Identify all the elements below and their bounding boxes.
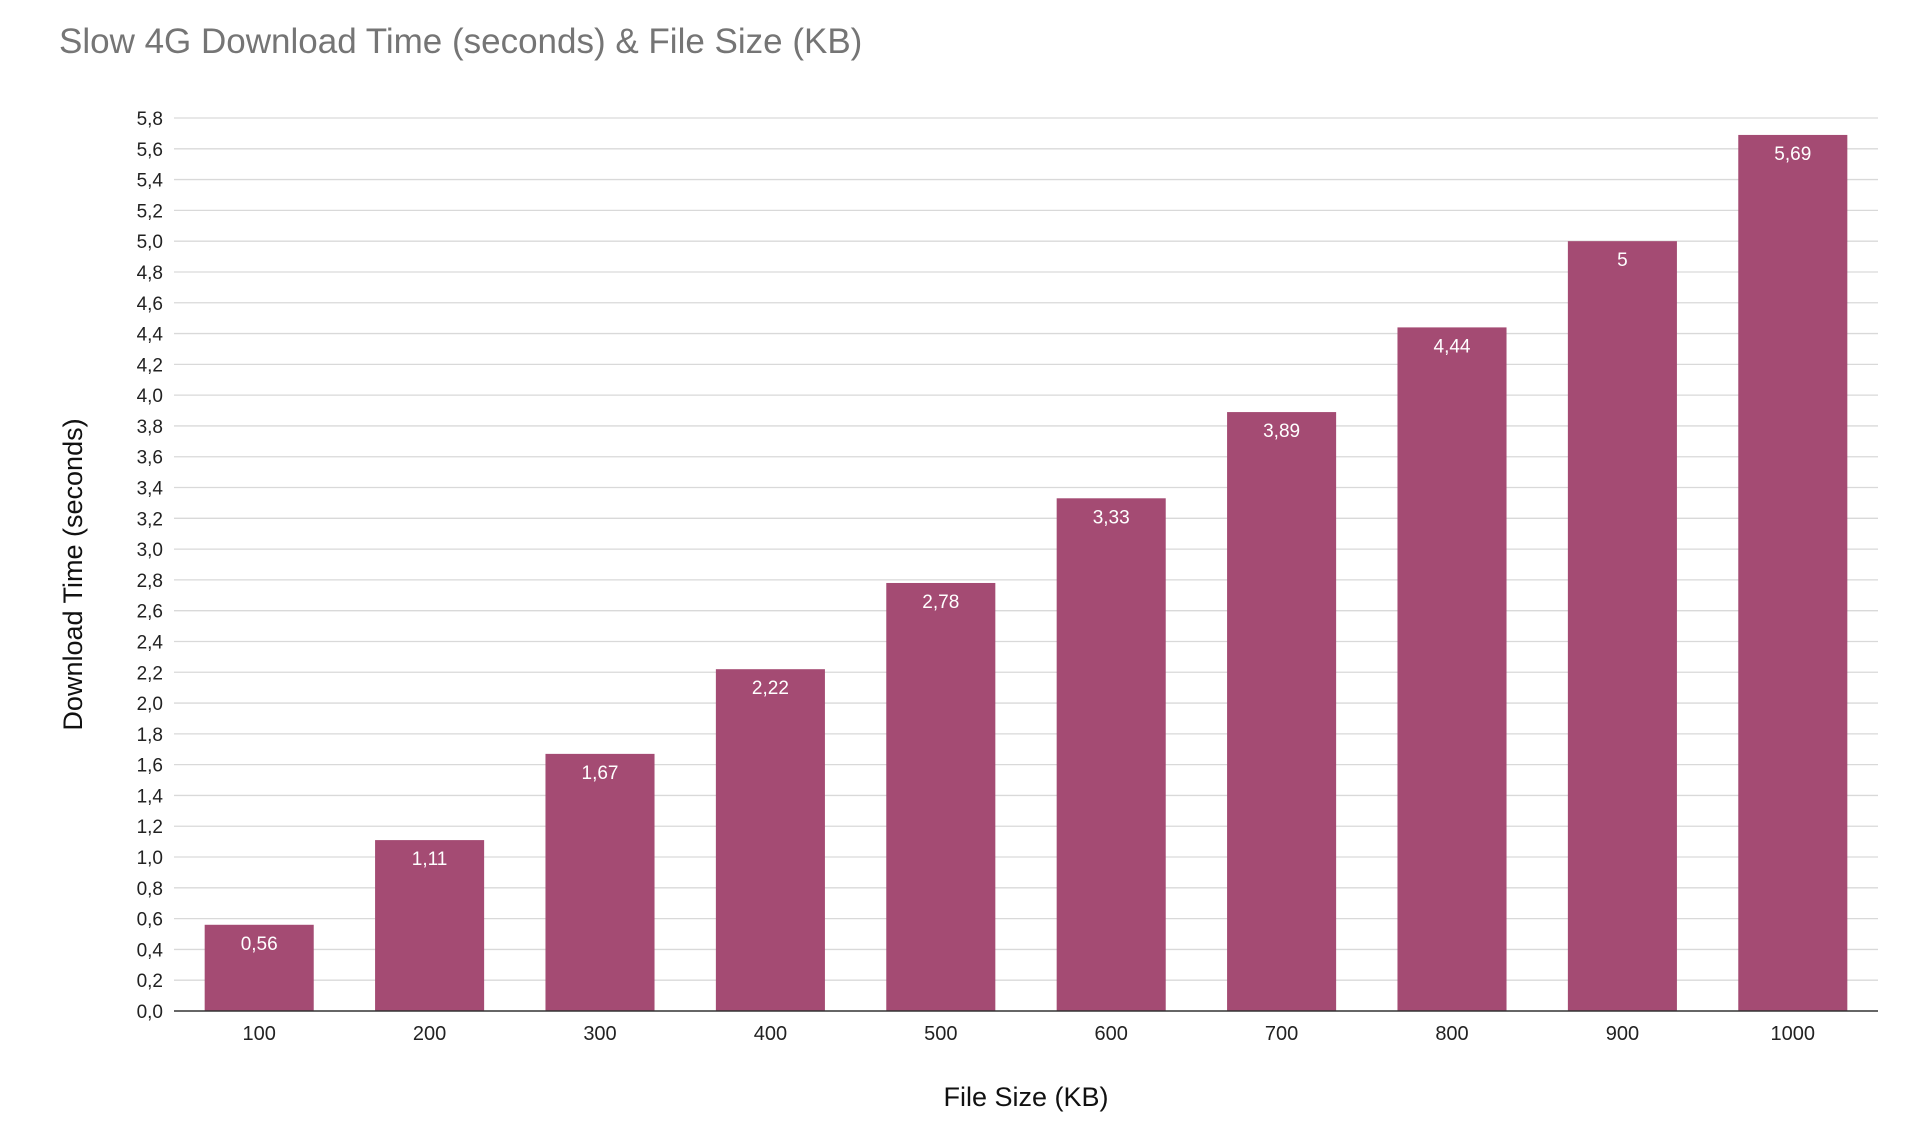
bar [1738, 134, 1848, 1011]
x-axis-ticks: 100 200 300 400 500 600 700 800 900 1000 [243, 1023, 1816, 1045]
bar-value-label: 3,89 [1263, 421, 1300, 442]
y-tick-label: 1,0 [137, 848, 163, 869]
y-tick-label: 4,8 [137, 263, 163, 284]
y-tick-label: 0,0 [137, 1002, 163, 1023]
y-axis-ticks: 0,0 0,2 0,4 0,6 0,8 1,0 1,2 1,4 1,6 1,8 2,0 2,2 2,4 2… [137, 109, 164, 1023]
chart-title: Slow 4G Download Time (seconds) & File S… [59, 22, 863, 61]
y-tick-label: 4,6 [137, 294, 163, 315]
y-tick-label: 4,0 [137, 386, 163, 407]
bar-value-label: 5 [1617, 250, 1628, 271]
bar-value-label: 0,56 [241, 934, 278, 955]
x-tick-label: 900 [1606, 1023, 1639, 1045]
y-tick-label: 0,2 [137, 971, 163, 992]
y-tick-label: 2,4 [137, 632, 164, 653]
y-tick-label: 4,2 [137, 355, 163, 376]
bars [204, 134, 1848, 1012]
x-tick-label: 400 [754, 1023, 787, 1045]
bar [886, 582, 996, 1011]
bar-value-label: 1,11 [412, 849, 448, 870]
bar [715, 669, 825, 1011]
y-tick-label: 0,4 [137, 940, 164, 961]
bar-value-label: 4,44 [1434, 336, 1471, 357]
y-tick-label: 3,4 [137, 479, 164, 500]
bar-value-label: 1,67 [582, 763, 619, 784]
y-tick-label: 3,0 [137, 540, 163, 561]
y-tick-label: 2,8 [137, 571, 163, 592]
y-tick-label: 0,6 [137, 910, 163, 931]
y-tick-label: 1,6 [137, 756, 163, 777]
y-tick-label: 5,6 [137, 140, 163, 161]
x-tick-label: 200 [413, 1023, 446, 1045]
y-tick-label: 5,0 [137, 232, 163, 253]
bar [375, 840, 485, 1011]
y-tick-label: 5,2 [137, 201, 163, 222]
x-tick-label: 500 [924, 1023, 957, 1045]
bar [1397, 327, 1507, 1012]
bar-value-label: 2,78 [922, 592, 959, 613]
y-tick-label: 2,6 [137, 602, 163, 623]
y-tick-label: 4,4 [137, 325, 164, 346]
bar [204, 924, 314, 1011]
y-tick-label: 1,8 [137, 725, 163, 746]
bar [1567, 241, 1677, 1011]
y-tick-label: 3,6 [137, 448, 163, 469]
y-tick-label: 0,8 [137, 879, 163, 900]
x-tick-label: 300 [583, 1023, 616, 1045]
data-labels: 0,56 1,11 1,67 2,22 2,78 3,33 3,89 4,44 5 5,69 [241, 144, 1812, 955]
y-axis-label: Download Time (seconds) [58, 418, 88, 730]
bar [545, 753, 655, 1011]
bar [1227, 412, 1337, 1012]
x-axis-label: File Size (KB) [943, 1082, 1108, 1112]
bar [1056, 498, 1166, 1012]
y-tick-label: 3,8 [137, 417, 163, 438]
x-tick-label: 1000 [1771, 1023, 1816, 1045]
bar-value-label: 5,69 [1774, 144, 1811, 165]
x-tick-label: 700 [1265, 1023, 1298, 1045]
y-tick-label: 2,0 [137, 694, 163, 715]
bar-value-label: 3,33 [1093, 507, 1130, 528]
x-tick-label: 800 [1435, 1023, 1468, 1045]
y-tick-label: 1,4 [137, 786, 164, 807]
x-tick-label: 600 [1095, 1023, 1128, 1045]
y-tick-label: 3,2 [137, 509, 163, 530]
y-tick-label: 5,4 [137, 171, 164, 192]
y-tick-label: 1,2 [137, 817, 163, 838]
y-tick-label: 5,8 [137, 109, 163, 130]
x-tick-label: 100 [243, 1023, 276, 1045]
y-tick-label: 2,2 [137, 663, 163, 684]
bar-value-label: 2,22 [752, 678, 789, 699]
